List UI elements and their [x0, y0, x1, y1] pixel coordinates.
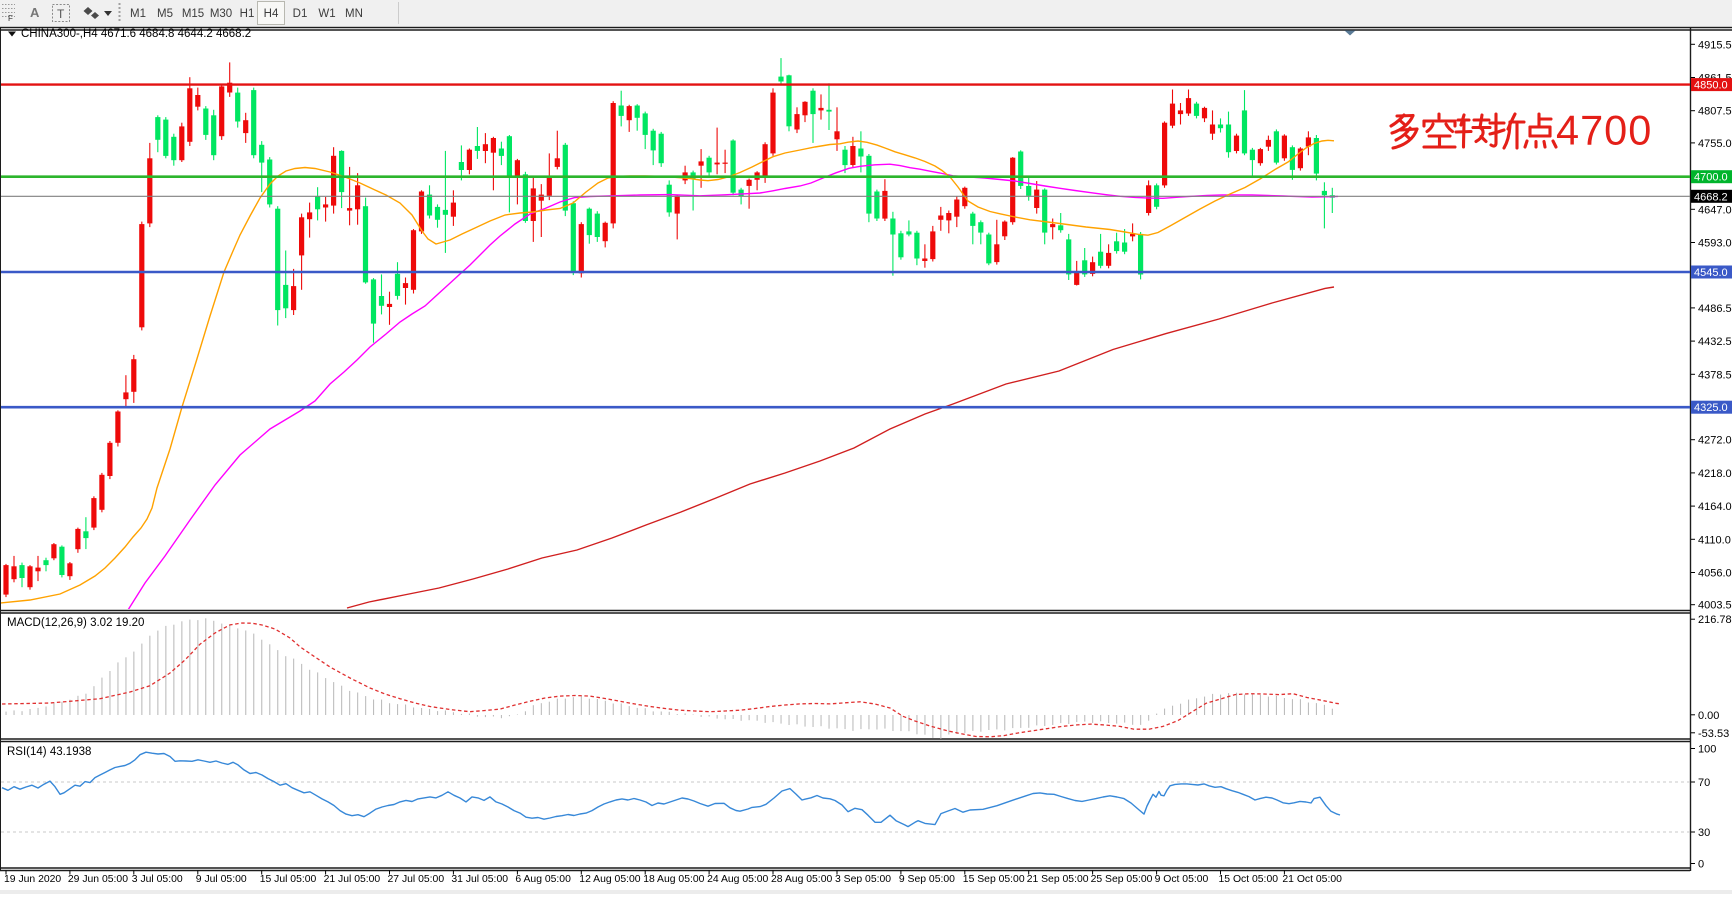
- svg-text:4218.0: 4218.0: [1698, 468, 1732, 480]
- svg-text:31 Jul 05:00: 31 Jul 05:00: [451, 874, 508, 885]
- svg-text:F: F: [8, 14, 13, 23]
- svg-text:70: 70: [1698, 777, 1710, 789]
- svg-text:4272.0: 4272.0: [1698, 435, 1732, 447]
- svg-text:3 Jul 05:00: 3 Jul 05:00: [132, 874, 183, 885]
- svg-text:4432.5: 4432.5: [1698, 336, 1732, 348]
- svg-text:30: 30: [1698, 827, 1710, 839]
- svg-text:4700: 4700: [1556, 107, 1652, 154]
- svg-text:12 Aug 05:00: 12 Aug 05:00: [579, 874, 640, 885]
- svg-text:15 Sep 05:00: 15 Sep 05:00: [963, 874, 1025, 885]
- svg-text:21 Jul 05:00: 21 Jul 05:00: [324, 874, 381, 885]
- svg-text:9 Jul 05:00: 9 Jul 05:00: [196, 874, 247, 885]
- svg-text:M15: M15: [182, 8, 204, 20]
- svg-text:216.78: 216.78: [1698, 614, 1732, 626]
- svg-text:4325.0: 4325.0: [1694, 402, 1728, 414]
- svg-text:18 Aug 05:00: 18 Aug 05:00: [643, 874, 704, 885]
- svg-text:4545.0: 4545.0: [1694, 267, 1728, 279]
- svg-text:4807.5: 4807.5: [1698, 106, 1732, 118]
- svg-text:15 Jul 05:00: 15 Jul 05:00: [260, 874, 317, 885]
- svg-text:4486.5: 4486.5: [1698, 303, 1732, 315]
- svg-text:21 Oct 05:00: 21 Oct 05:00: [1282, 874, 1342, 885]
- svg-text:24 Aug 05:00: 24 Aug 05:00: [707, 874, 768, 885]
- svg-text:H4: H4: [264, 8, 279, 20]
- svg-text:H1: H1: [240, 8, 255, 20]
- svg-text:-53.53: -53.53: [1698, 728, 1729, 740]
- svg-text:100: 100: [1698, 744, 1716, 756]
- svg-text:4915.5: 4915.5: [1698, 39, 1732, 51]
- svg-text:4700.0: 4700.0: [1694, 172, 1728, 184]
- svg-text:9 Sep 05:00: 9 Sep 05:00: [899, 874, 955, 885]
- svg-text:A: A: [30, 5, 40, 20]
- svg-text:MN: MN: [345, 8, 363, 20]
- svg-text:4378.5: 4378.5: [1698, 369, 1732, 381]
- svg-text:0.00: 0.00: [1698, 710, 1719, 722]
- svg-text:4003.5: 4003.5: [1698, 600, 1732, 612]
- svg-text:3 Sep 05:00: 3 Sep 05:00: [835, 874, 891, 885]
- svg-text:27 Jul 05:00: 27 Jul 05:00: [388, 874, 445, 885]
- svg-text:RSI(14) 43.1938: RSI(14) 43.1938: [7, 746, 91, 758]
- svg-text:M30: M30: [210, 8, 232, 20]
- svg-text:0: 0: [1698, 859, 1704, 871]
- svg-text:4164.0: 4164.0: [1698, 501, 1732, 513]
- svg-text:29 Jun 05:00: 29 Jun 05:00: [68, 874, 128, 885]
- svg-text:D1: D1: [293, 8, 308, 20]
- svg-text:4850.0: 4850.0: [1694, 80, 1728, 92]
- svg-text:T: T: [57, 7, 65, 21]
- svg-text:21 Sep 05:00: 21 Sep 05:00: [1027, 874, 1089, 885]
- svg-text:4056.0: 4056.0: [1698, 568, 1732, 580]
- svg-text:4593.0: 4593.0: [1698, 238, 1732, 250]
- svg-text:4755.0: 4755.0: [1698, 138, 1732, 150]
- svg-text:19 Jun 2020: 19 Jun 2020: [4, 874, 61, 885]
- svg-text:25 Sep 05:00: 25 Sep 05:00: [1091, 874, 1153, 885]
- svg-text:9 Oct 05:00: 9 Oct 05:00: [1155, 874, 1209, 885]
- svg-text:CHINA300-,H4 4671.6 4684.8 46: CHINA300-,H4 4671.6 4684.8 4644.2 4668.2: [21, 28, 251, 40]
- svg-text:MACD(12,26,9) 3.02 19.20: MACD(12,26,9) 3.02 19.20: [7, 617, 144, 629]
- svg-text:4110.0: 4110.0: [1698, 534, 1731, 546]
- svg-text:15 Oct 05:00: 15 Oct 05:00: [1219, 874, 1279, 885]
- svg-text:28 Aug 05:00: 28 Aug 05:00: [771, 874, 832, 885]
- svg-text:M5: M5: [157, 8, 173, 20]
- svg-text:6 Aug 05:00: 6 Aug 05:00: [515, 874, 571, 885]
- svg-text:W1: W1: [318, 8, 335, 20]
- svg-text:4647.0: 4647.0: [1698, 204, 1732, 216]
- svg-text:M1: M1: [130, 8, 146, 20]
- svg-text:4668.2: 4668.2: [1694, 191, 1728, 203]
